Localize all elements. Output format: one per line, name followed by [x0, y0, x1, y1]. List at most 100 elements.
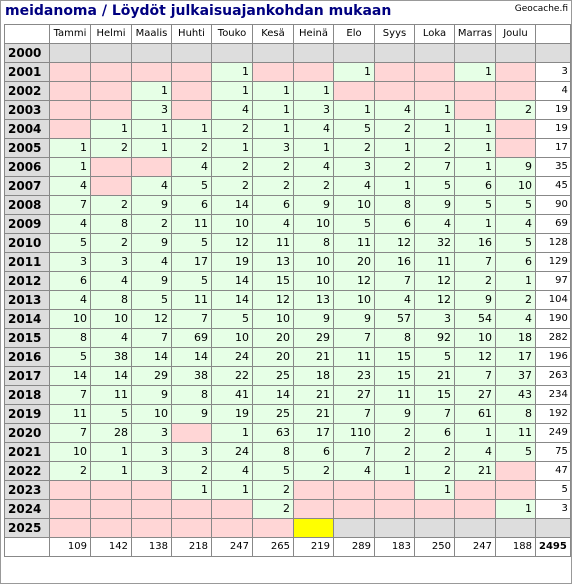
finds-cell[interactable]: 7: [50, 386, 91, 405]
finds-cell[interactable]: 6: [455, 177, 496, 196]
finds-cell[interactable]: 5: [212, 310, 253, 329]
finds-cell[interactable]: 8: [253, 443, 294, 462]
no-finds-cell[interactable]: [132, 63, 172, 82]
finds-cell[interactable]: 1: [415, 120, 455, 139]
no-finds-cell[interactable]: [172, 500, 212, 519]
finds-cell[interactable]: 54: [455, 310, 496, 329]
finds-cell[interactable]: 2: [415, 443, 455, 462]
finds-cell[interactable]: 5: [496, 234, 536, 253]
finds-cell[interactable]: 1: [334, 101, 375, 120]
empty-cell[interactable]: [212, 44, 253, 63]
no-finds-cell[interactable]: [212, 500, 253, 519]
finds-cell[interactable]: 2: [253, 481, 294, 500]
finds-cell[interactable]: 2: [212, 120, 253, 139]
finds-cell[interactable]: 9: [294, 196, 334, 215]
finds-cell[interactable]: 4: [496, 215, 536, 234]
finds-cell[interactable]: 15: [375, 367, 415, 386]
no-finds-cell[interactable]: [172, 63, 212, 82]
no-finds-cell[interactable]: [50, 481, 91, 500]
finds-cell[interactable]: 7: [50, 424, 91, 443]
finds-cell[interactable]: 2: [253, 177, 294, 196]
finds-cell[interactable]: 10: [91, 310, 132, 329]
no-finds-cell[interactable]: [496, 63, 536, 82]
finds-cell[interactable]: 9: [172, 405, 212, 424]
no-finds-cell[interactable]: [496, 139, 536, 158]
finds-cell[interactable]: 4: [334, 462, 375, 481]
finds-cell[interactable]: 7: [50, 196, 91, 215]
no-finds-cell[interactable]: [50, 500, 91, 519]
finds-cell[interactable]: 20: [253, 348, 294, 367]
finds-cell[interactable]: 9: [132, 196, 172, 215]
finds-cell[interactable]: 10: [334, 291, 375, 310]
finds-cell[interactable]: 4: [496, 310, 536, 329]
finds-cell[interactable]: 13: [253, 253, 294, 272]
no-finds-cell[interactable]: [172, 82, 212, 101]
no-finds-cell[interactable]: [50, 519, 91, 538]
finds-cell[interactable]: 14: [172, 348, 212, 367]
finds-cell[interactable]: 1: [212, 82, 253, 101]
finds-cell[interactable]: 12: [132, 310, 172, 329]
finds-cell[interactable]: 8: [375, 329, 415, 348]
finds-cell[interactable]: 1: [91, 443, 132, 462]
finds-cell[interactable]: 3: [132, 424, 172, 443]
finds-cell[interactable]: 1: [132, 82, 172, 101]
finds-cell[interactable]: 20: [334, 253, 375, 272]
no-finds-cell[interactable]: [415, 82, 455, 101]
finds-cell[interactable]: 2: [50, 462, 91, 481]
empty-cell[interactable]: [496, 519, 536, 538]
no-finds-cell[interactable]: [496, 462, 536, 481]
finds-cell[interactable]: 61: [455, 405, 496, 424]
finds-cell[interactable]: 7: [375, 272, 415, 291]
finds-cell[interactable]: 3: [132, 101, 172, 120]
finds-cell[interactable]: 4: [334, 177, 375, 196]
finds-cell[interactable]: 10: [334, 196, 375, 215]
finds-cell[interactable]: 12: [415, 272, 455, 291]
finds-cell[interactable]: 10: [455, 329, 496, 348]
finds-cell[interactable]: 4: [132, 177, 172, 196]
finds-cell[interactable]: 2: [334, 139, 375, 158]
finds-cell[interactable]: 4: [91, 329, 132, 348]
finds-cell[interactable]: 21: [294, 348, 334, 367]
no-finds-cell[interactable]: [415, 500, 455, 519]
empty-cell[interactable]: [294, 44, 334, 63]
finds-cell[interactable]: 8: [496, 405, 536, 424]
finds-cell[interactable]: 9: [334, 310, 375, 329]
finds-cell[interactable]: 4: [212, 101, 253, 120]
finds-cell[interactable]: 12: [455, 348, 496, 367]
empty-cell[interactable]: [50, 44, 91, 63]
finds-cell[interactable]: 1: [496, 500, 536, 519]
finds-cell[interactable]: 5: [496, 196, 536, 215]
no-finds-cell[interactable]: [50, 101, 91, 120]
finds-cell[interactable]: 1: [172, 481, 212, 500]
finds-cell[interactable]: 2: [294, 462, 334, 481]
finds-cell[interactable]: 21: [294, 405, 334, 424]
no-finds-cell[interactable]: [334, 500, 375, 519]
empty-cell[interactable]: [415, 44, 455, 63]
empty-cell[interactable]: [375, 44, 415, 63]
finds-cell[interactable]: 2: [132, 215, 172, 234]
finds-cell[interactable]: 3: [132, 462, 172, 481]
no-finds-cell[interactable]: [50, 120, 91, 139]
no-finds-cell[interactable]: [91, 500, 132, 519]
finds-cell[interactable]: 14: [212, 196, 253, 215]
no-finds-cell[interactable]: [496, 481, 536, 500]
finds-cell[interactable]: 2: [415, 462, 455, 481]
finds-cell[interactable]: 1: [253, 101, 294, 120]
finds-cell[interactable]: 18: [496, 329, 536, 348]
finds-cell[interactable]: 2: [172, 139, 212, 158]
no-finds-cell[interactable]: [50, 82, 91, 101]
finds-cell[interactable]: 38: [172, 367, 212, 386]
finds-cell[interactable]: 10: [212, 215, 253, 234]
finds-cell[interactable]: 16: [375, 253, 415, 272]
finds-cell[interactable]: 5: [132, 291, 172, 310]
finds-cell[interactable]: 2: [375, 158, 415, 177]
finds-cell[interactable]: 22: [212, 367, 253, 386]
no-finds-cell[interactable]: [50, 63, 91, 82]
finds-cell[interactable]: 3: [294, 101, 334, 120]
no-finds-cell[interactable]: [294, 63, 334, 82]
finds-cell[interactable]: 6: [50, 272, 91, 291]
finds-cell[interactable]: 11: [415, 253, 455, 272]
finds-cell[interactable]: 2: [91, 196, 132, 215]
finds-cell[interactable]: 5: [496, 443, 536, 462]
finds-cell[interactable]: 6: [294, 443, 334, 462]
